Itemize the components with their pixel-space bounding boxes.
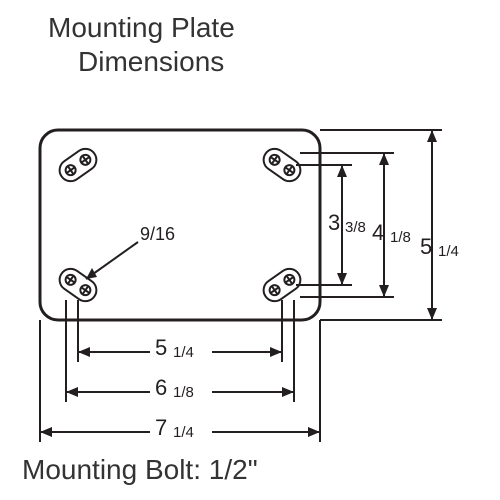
svg-text:3: 3 (328, 210, 340, 235)
svg-text:5: 5 (155, 335, 167, 360)
svg-text:1/4: 1/4 (438, 243, 459, 260)
svg-text:5: 5 (420, 234, 432, 259)
label-mid-h: 4 1/8 (372, 220, 411, 246)
svg-text:1/4: 1/4 (173, 424, 194, 441)
svg-text:1/8: 1/8 (173, 384, 194, 401)
label-outer-h: 5 1/4 (420, 234, 459, 260)
slot-tl (55, 145, 100, 186)
svg-text:3/8: 3/8 (345, 219, 366, 236)
label-inner-h: 3 3/8 (328, 210, 366, 236)
svg-text:6: 6 (155, 375, 167, 400)
plate-outline (40, 130, 320, 320)
svg-text:1/8: 1/8 (390, 229, 411, 246)
dim-outer-h (427, 130, 437, 320)
diagram-svg: 9/16 3 3/8 4 1/8 5 1/4 (0, 0, 500, 500)
slot-bl (55, 265, 100, 306)
svg-text:7: 7 (155, 415, 167, 440)
hole-label: 9/16 (140, 224, 175, 244)
svg-text:1/4: 1/4 (173, 344, 194, 361)
svg-text:4: 4 (372, 220, 384, 245)
